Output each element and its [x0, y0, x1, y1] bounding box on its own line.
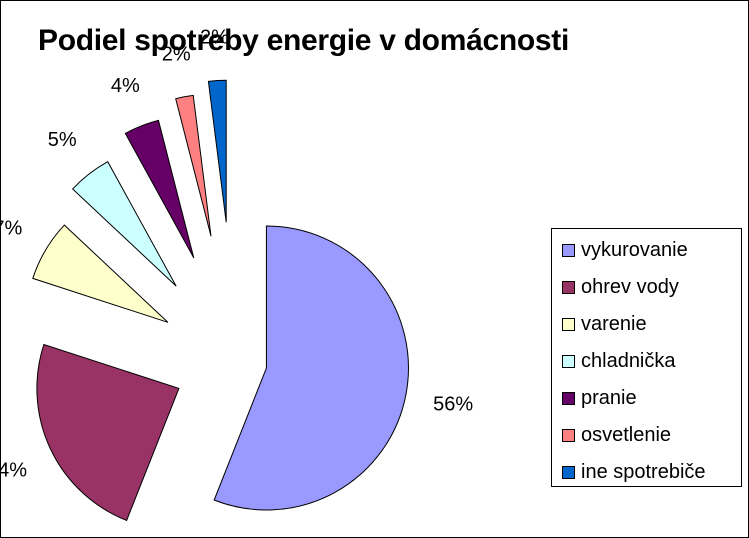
legend-swatch	[562, 391, 575, 405]
legend-item-ine-spotrebiče: ine spotrebiče	[562, 460, 706, 484]
pie-slice-varenie	[32, 224, 169, 323]
pie-slice-pranie	[124, 119, 195, 259]
legend-swatch	[562, 280, 575, 294]
legend-label: pranie	[581, 386, 637, 409]
legend-swatch	[562, 243, 575, 257]
legend-label: chladnička	[581, 349, 676, 372]
data-label-chladnička: 5%	[48, 129, 77, 151]
legend-label: varenie	[581, 312, 647, 335]
legend-item-vykurovanie: vykurovanie	[562, 238, 688, 262]
data-label-vykurovanie: 56%	[433, 394, 473, 416]
legend: vykurovanie ohrev vody varenie chladnička pr…	[551, 228, 742, 487]
legend-label: vykurovanie	[581, 238, 688, 261]
legend-item-osvetlenie: osvetlenie	[562, 423, 671, 447]
legend-item-ohrev-vody: ohrev vody	[562, 275, 679, 299]
legend-label: osvetlenie	[581, 423, 672, 446]
pie-slice-osvetlenie	[175, 94, 212, 237]
chart-title: Podiel spotreby energie v domácnosti	[38, 24, 570, 57]
legend-label: ohrev vody	[581, 275, 679, 298]
data-label-osvetlenie: 2%	[162, 44, 191, 66]
data-label-ohrev-vody: 24%	[0, 459, 27, 481]
pie-slice-chladnička	[71, 161, 177, 287]
pie-slice-ine-spotrebiče	[207, 79, 227, 223]
data-label-ine-spotrebiče: 2%	[200, 27, 229, 49]
data-label-pranie: 4%	[111, 75, 140, 97]
data-label-varenie: 7%	[0, 218, 22, 240]
legend-item-pranie: pranie	[562, 386, 637, 410]
legend-item-varenie: varenie	[562, 312, 647, 336]
pie-slice-vykurovanie	[213, 225, 409, 511]
legend-swatch	[562, 428, 575, 442]
legend-swatch	[562, 354, 575, 368]
legend-label: ine spotrebiče	[581, 460, 706, 483]
legend-swatch	[562, 465, 575, 479]
legend-swatch	[562, 317, 575, 331]
pie-slice-ohrev-vody	[36, 343, 180, 522]
legend-item-chladnička: chladnička	[562, 349, 676, 373]
